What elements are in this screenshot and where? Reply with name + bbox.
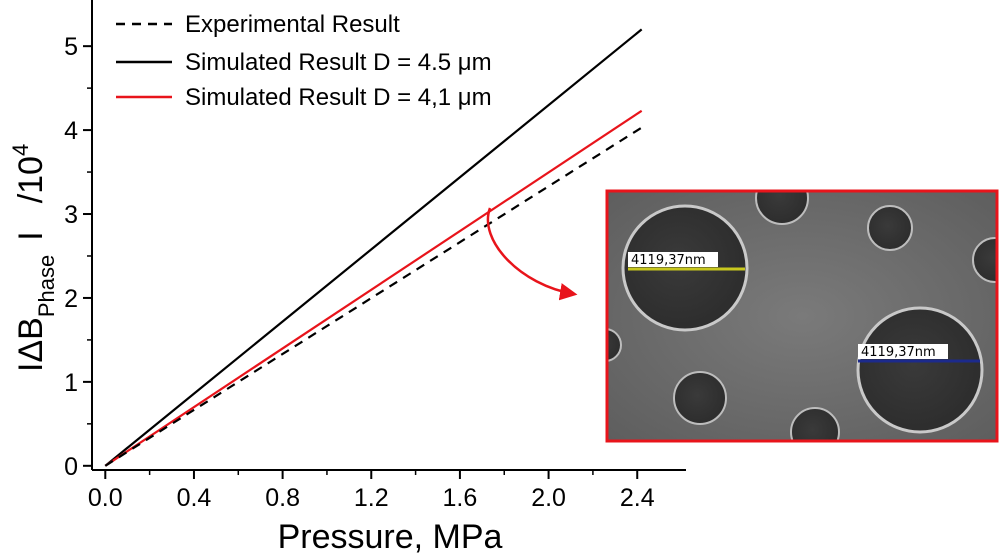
ticks: 0.0 0.4 0.8 1.2 1.6 2.0 2.4 0 1 2 3 4 5 (64, 33, 655, 512)
x-axis-title: Pressure, MPa (278, 518, 503, 555)
y-tick-label: 4 (64, 117, 78, 145)
y-axis-title: IΔBPhaseI/104 (8, 144, 59, 372)
measurement-label-box-1 (628, 252, 718, 267)
pore-small (972, 237, 997, 283)
y-title-prefix: I (12, 363, 50, 372)
y-tick-label: 3 (64, 201, 78, 229)
y-tick-label: 2 (64, 285, 78, 313)
x-tick-label: 2.4 (620, 484, 655, 512)
inset-border (605, 189, 999, 443)
legend-label-sim-45: Simulated Result D = 4.5 μm (185, 49, 492, 76)
series-simulated-4-1 (104, 109, 643, 467)
legend-label-sim-41: Simulated Result D = 4,1 μm (185, 84, 492, 111)
pore-large-right (856, 306, 984, 434)
y-title-exponent: 4 (8, 144, 33, 156)
x-tick-label: 1.2 (354, 484, 389, 512)
x-tick-label: 0.8 (265, 484, 300, 512)
x-tick-label: 0.0 (88, 484, 123, 512)
measurement-label-1: 4119,37nm (631, 253, 706, 268)
measurement-label-box-2 (858, 344, 948, 359)
y-title-main: B (12, 317, 50, 340)
pore-small (673, 371, 727, 425)
series-simulated-4-5 (104, 28, 643, 467)
y-axis-title-text: IΔBPhaseI/104 (8, 144, 59, 372)
pore-small (867, 205, 913, 251)
y-tick-label: 0 (64, 453, 78, 481)
y-tick-label: 5 (64, 33, 78, 61)
pore-small (790, 407, 840, 441)
x-tick-label: 2.0 (531, 484, 566, 512)
series-experimental (104, 126, 643, 467)
y-title-subscript: Phase (34, 255, 59, 317)
pore-small (607, 328, 622, 362)
x-tick-label: 0.4 (177, 484, 212, 512)
y-title-scale: /10 (12, 156, 50, 203)
series-layer (104, 28, 643, 467)
y-title-suffix: I (12, 231, 50, 240)
pore-small (755, 191, 809, 225)
measurement-label-2: 4119,37nm (861, 345, 936, 360)
y-tick-label: 1 (64, 369, 78, 397)
axes (91, 0, 686, 471)
annotation-arrow (486, 207, 578, 301)
legend-label-experimental: Experimental Result (185, 11, 400, 38)
x-tick-label: 1.6 (443, 484, 478, 512)
legend: Experimental Result Simulated Result D =… (116, 11, 492, 111)
y-title-delta: Δ (12, 340, 50, 363)
inset-micrograph: 4119,37nm 4119,37nm (605, 189, 999, 443)
